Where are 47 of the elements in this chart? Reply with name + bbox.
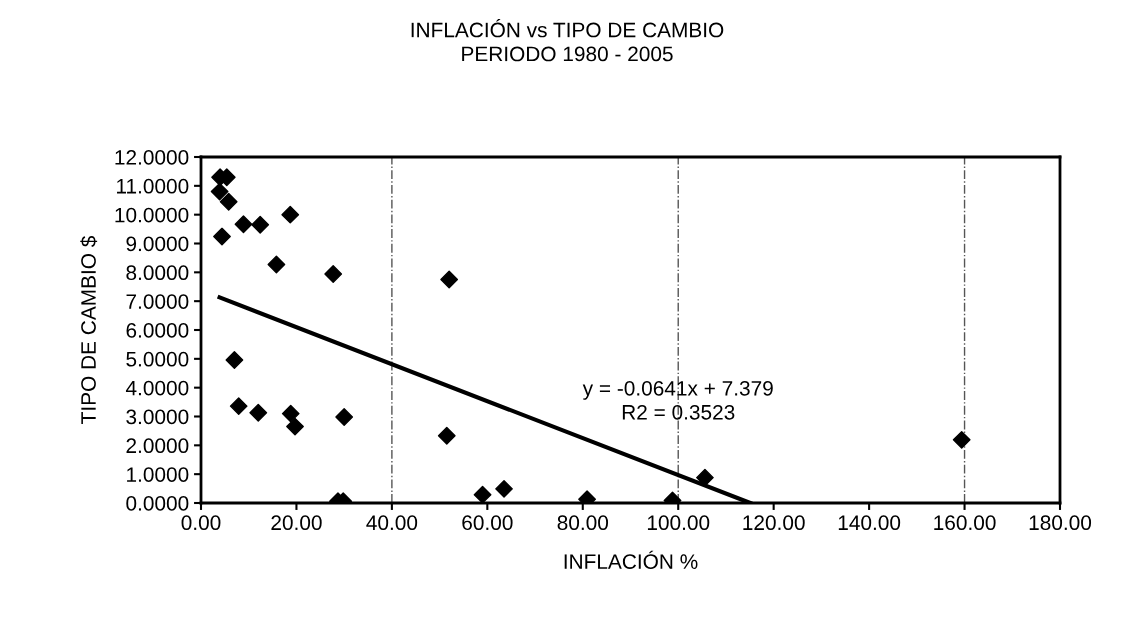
point: [225, 351, 244, 369]
point: [952, 430, 971, 449]
x-tick-label: 160.00: [934, 515, 996, 531]
point: [234, 215, 253, 234]
point: [267, 255, 286, 274]
x-tick-label: 0.00: [181, 515, 221, 531]
x-tick-label: 60.00: [462, 515, 513, 531]
y-tick-label: 11.0000: [117, 178, 189, 194]
x-tick-label: 80.00: [557, 515, 609, 531]
y-tick-label: 0.0000: [126, 496, 189, 511]
point: [249, 403, 268, 422]
chart-title: INFLACIÓN vs TIPO DE CAMBIO PERIODO 1980 - 2005: [411, 19, 724, 62]
point: [324, 265, 343, 283]
y-tick-label: 2.0000: [126, 438, 189, 454]
y-tick-label: 1.0000: [127, 467, 189, 482]
point: [473, 485, 492, 503]
x-tick-label: 40.00: [366, 515, 418, 531]
point: [696, 468, 714, 487]
point: [219, 192, 238, 211]
point: [440, 270, 459, 289]
y-tick-label: 10.0000: [115, 207, 189, 223]
x-tick-label: 120.00: [743, 515, 805, 531]
y-tick-label: 8.0000: [126, 265, 189, 281]
point: [495, 479, 513, 498]
x-tick-label: 140.00: [838, 515, 901, 531]
point: [229, 397, 248, 416]
point: [335, 408, 354, 426]
x-tick-label: 100.00: [647, 515, 710, 531]
point: [286, 417, 304, 436]
y-axis-title: TIPO DE CAMBIO $: [80, 235, 98, 424]
point: [251, 215, 270, 234]
x-axis-title: INFLACIÓN %: [564, 550, 698, 569]
y-tick-label: 6.0000: [126, 323, 189, 338]
x-tick-label: 20.00: [271, 515, 322, 531]
point: [281, 404, 300, 423]
point: [437, 426, 456, 445]
annotation: y = -0.0641x + 7.379 R2 = 0.3523: [582, 380, 773, 420]
point: [210, 182, 229, 201]
y-tick-label: 4.0000: [125, 380, 189, 396]
point: [281, 205, 300, 224]
y-tick-label: 12.0000: [115, 150, 189, 165]
y-tick-label: 5.0000: [126, 351, 189, 367]
y-tick-label: 9.0000: [126, 236, 189, 252]
y-tick-label: 7.0000: [126, 294, 189, 309]
x-tick-label: 180.00: [1029, 515, 1092, 531]
point: [213, 227, 231, 246]
y-tick-label: 3.0000: [126, 409, 189, 425]
